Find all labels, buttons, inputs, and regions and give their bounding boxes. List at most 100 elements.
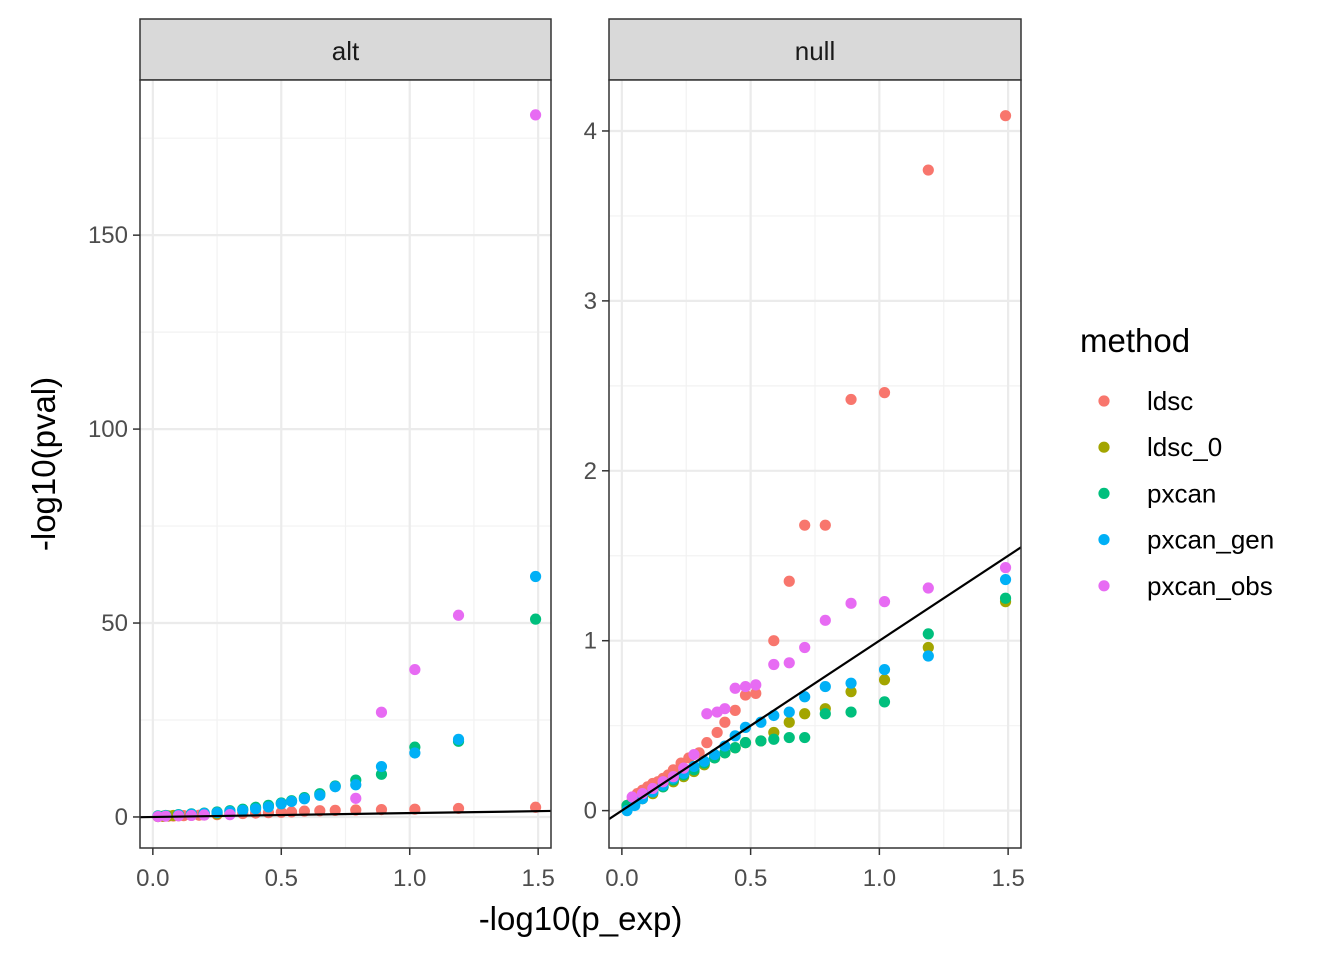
point-pxcan_obs [739, 680, 752, 693]
y-axis-title: -log10(pval) [25, 377, 62, 551]
x-tick-label-alt: 1.5 [521, 865, 554, 892]
point-pxcan_obs [768, 658, 780, 671]
y-tick-label-null: 0 [584, 798, 597, 825]
point-pxcan_obs [626, 791, 638, 803]
point-ldsc [878, 387, 891, 399]
legend-key-pxcan_gen [1098, 534, 1110, 546]
x-tick-label-null: 1.0 [863, 865, 896, 892]
point-pxcan [768, 733, 780, 745]
points-alt [152, 109, 542, 823]
point-ldsc [768, 635, 780, 647]
x-axis-title: -log10(p_exp) [479, 900, 683, 937]
point-pxcan_gen [409, 747, 421, 759]
point-pxcan_obs [783, 657, 795, 669]
strip-null-background [608, 18, 1022, 81]
y-tick-label-alt: 150 [88, 222, 128, 249]
point-pxcan [922, 628, 934, 640]
point-ldsc [783, 575, 795, 587]
point-pxcan_obs [375, 706, 388, 718]
point-pxcan [529, 613, 542, 625]
panel-alt: alt 0.0 0.5 1.0 1.5 0 50 100 150 [88, 18, 555, 892]
y-tick-label-null: 1 [584, 628, 597, 655]
point-pxcan_obs [350, 792, 362, 804]
point-pxcan_obs [878, 596, 891, 608]
point-pxcan_gen [799, 691, 811, 703]
y-tick-label-alt: 50 [101, 610, 128, 637]
x-tick-label-alt: 1.0 [393, 865, 426, 892]
legend-label-ldsc: ldsc [1147, 386, 1193, 416]
point-ldsc [750, 687, 762, 699]
strip-label-alt: alt [332, 36, 360, 66]
legend-key-ldsc [1098, 395, 1110, 407]
point-ldsc [999, 110, 1012, 122]
point-ldsc [729, 704, 741, 716]
point-pxcan [819, 708, 831, 720]
x-tick-label-null: 0.0 [605, 865, 638, 892]
reference-line-null [609, 546, 1021, 821]
point-pxcan_obs [529, 109, 542, 121]
point-pxcan_gen [298, 793, 310, 805]
point-pxcan [739, 737, 752, 749]
legend-key-ldsc_0 [1098, 441, 1110, 453]
point-pxcan_gen [262, 801, 275, 813]
point-pxcan_gen [275, 798, 287, 810]
legend-key-pxcan_obs [1098, 580, 1110, 592]
point-ldsc [845, 393, 857, 406]
point-pxcan_gen [999, 573, 1012, 586]
reference-line-alt [140, 809, 551, 819]
point-pxcan_gen [285, 795, 298, 808]
point-ldsc_0 [799, 708, 811, 720]
points-null [621, 110, 1012, 817]
x-tick-label-null: 0.5 [734, 865, 767, 892]
point-pxcan_obs [688, 748, 700, 761]
point-ldsc [739, 689, 752, 701]
point-pxcan_gen [249, 803, 262, 815]
panel-border-alt [139, 79, 552, 849]
point-pxcan [799, 731, 811, 744]
point-pxcan [375, 768, 388, 780]
point-pxcan_obs [750, 679, 762, 691]
point-pxcan [729, 742, 741, 754]
point-ldsc [719, 716, 731, 728]
point-pxcan [878, 696, 891, 708]
point-ldsc_0 [922, 641, 934, 654]
point-pxcan_obs [999, 562, 1012, 574]
x-tick-label-alt: 0.5 [265, 865, 298, 892]
strip-alt-background [139, 18, 552, 81]
y-tick-label-null: 3 [584, 288, 597, 315]
point-pxcan_gen [529, 570, 542, 583]
point-ldsc_0 [878, 674, 891, 686]
point-pxcan_gen [329, 781, 341, 793]
point-pxcan_gen [350, 779, 362, 791]
point-pxcan_obs [819, 614, 831, 626]
legend-label-pxcan_gen: pxcan_gen [1147, 525, 1274, 555]
point-pxcan_obs [799, 641, 811, 654]
point-pxcan_obs [845, 597, 857, 609]
point-pxcan [755, 735, 767, 747]
point-pxcan_obs [719, 703, 731, 715]
point-pxcan_obs [452, 609, 465, 621]
legend-label-ldsc_0: ldsc_0 [1147, 432, 1222, 462]
point-pxcan [783, 731, 795, 744]
panel-null: null 0.0 0.5 1.0 1.5 0 1 2 3 4 [584, 18, 1025, 892]
point-ldsc_0 [845, 686, 857, 698]
point-ldsc [819, 519, 831, 531]
point-pxcan [999, 592, 1012, 604]
point-pxcan_gen [314, 789, 326, 801]
point-ldsc [799, 519, 811, 531]
legend-label-pxcan: pxcan [1147, 478, 1216, 508]
point-pxcan [845, 706, 857, 718]
x-tick-label-null: 1.5 [991, 865, 1024, 892]
point-ldsc [701, 737, 713, 749]
legend-title: method [1080, 322, 1190, 359]
strip-label-null: null [795, 36, 835, 66]
point-pxcan_gen [783, 706, 795, 718]
point-ldsc_0 [783, 716, 795, 728]
point-ldsc [922, 164, 934, 176]
point-pxcan_obs [198, 809, 210, 821]
panel-border-null [608, 79, 1022, 849]
point-pxcan_gen [922, 650, 934, 662]
legend-key-pxcan [1098, 487, 1110, 499]
point-pxcan_gen [819, 680, 831, 693]
